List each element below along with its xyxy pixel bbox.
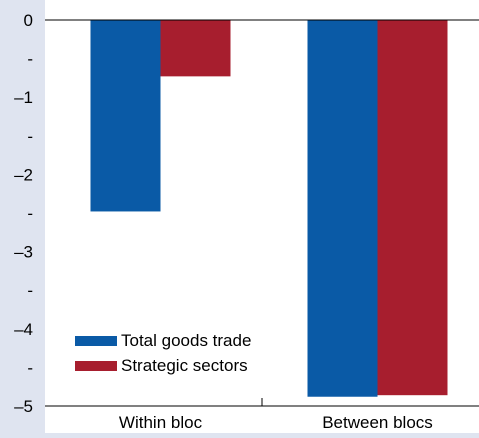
y-axis: 0 - –1 - –2 - –3 - –4 - –5 bbox=[14, 11, 33, 416]
legend-label: Strategic sectors bbox=[121, 356, 248, 375]
x-category-label: Between blocs bbox=[322, 413, 433, 432]
legend-label: Total goods trade bbox=[121, 331, 251, 350]
bar-strategic-sectors-between-blocs bbox=[377, 20, 448, 396]
legend-swatch bbox=[75, 361, 117, 371]
y-tick-label: –1 bbox=[14, 88, 33, 107]
bar-total-goods-trade-within-bloc bbox=[90, 20, 161, 212]
legend: Total goods trade Strategic sectors bbox=[75, 331, 251, 375]
legend-swatch bbox=[75, 336, 117, 346]
bar-strategic-sectors-within-bloc bbox=[160, 20, 231, 77]
bars bbox=[90, 20, 448, 397]
y-tick-label: - bbox=[27, 281, 33, 300]
y-tick-label: –3 bbox=[14, 243, 33, 262]
y-tick-label: 0 bbox=[24, 11, 33, 30]
y-tick-label: –4 bbox=[14, 320, 33, 339]
y-tick-label: - bbox=[27, 50, 33, 69]
x-category-label: Within bloc bbox=[119, 413, 203, 432]
y-tick-label: - bbox=[27, 127, 33, 146]
y-tick-label: –2 bbox=[14, 165, 33, 184]
y-tick-label: –5 bbox=[14, 397, 33, 416]
y-tick-label: - bbox=[27, 204, 33, 223]
bar-total-goods-trade-between-blocs bbox=[307, 20, 378, 397]
x-axis: Within bloc Between blocs bbox=[45, 19, 479, 432]
y-tick-label: - bbox=[27, 358, 33, 377]
